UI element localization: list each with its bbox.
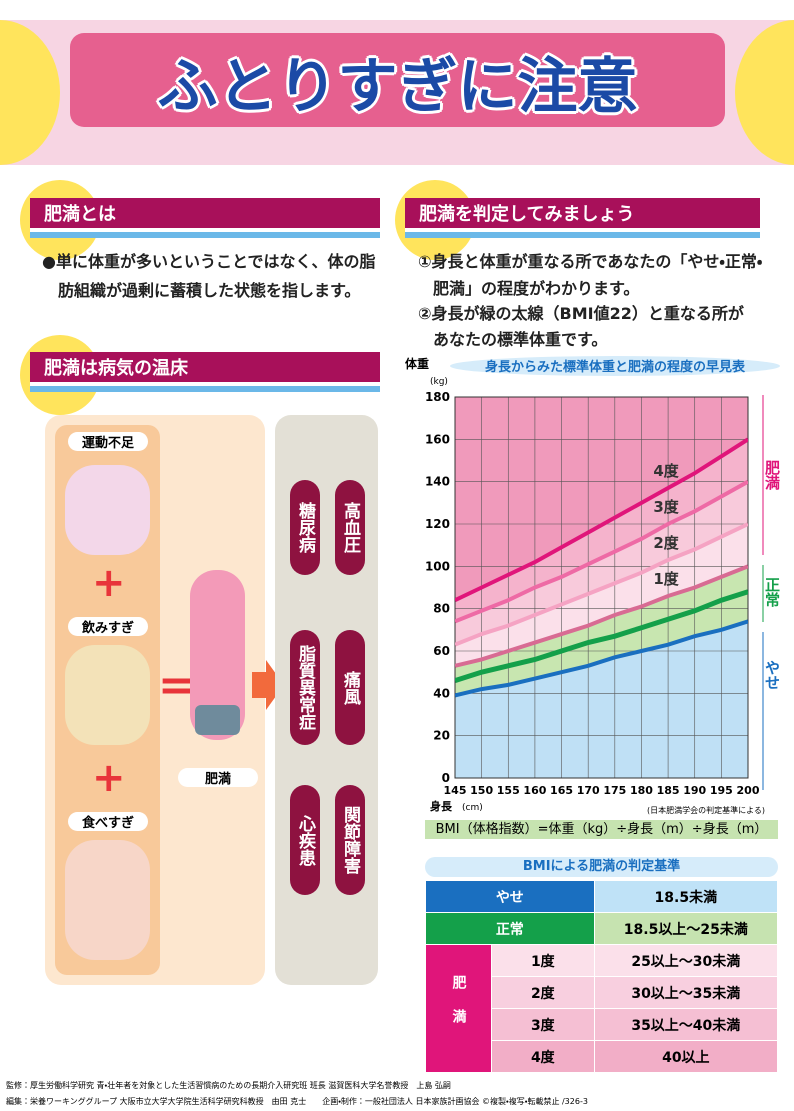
y-tick-label: 60 (433, 644, 450, 658)
text: ②身長が緑の太線（BMI値22）と重なる所が (418, 304, 744, 323)
y-unit: (kg) (430, 377, 448, 387)
text: 肪組織が過剰に蓄積した状態を指します。 (58, 281, 361, 300)
note: (日本肥満学会の判定基準による) (647, 805, 765, 815)
zone-label: 肥満 (763, 460, 781, 490)
disease: 痛風 (335, 630, 365, 745)
cause-label: 食べすぎ (68, 812, 148, 831)
bmi-line (455, 437, 748, 603)
zone (455, 397, 748, 601)
x-tick-label: 180 (630, 784, 653, 797)
x-tick-label: 145 (444, 784, 467, 797)
y-tick-label: 180 (425, 390, 450, 404)
x-tick-label: 170 (577, 784, 600, 797)
x-tick-label: 175 (603, 784, 626, 797)
section-heading: 肥満は病気の温床 (30, 352, 380, 386)
footer: 編集：栄養ワーキンググループ 大阪市立大学大学院生活科学研究科教授 由田 克士 … (6, 1097, 588, 1106)
cell: 正常 (425, 912, 595, 945)
title: ふとりすぎに注意 (157, 52, 638, 122)
cause-label: 運動不足 (68, 432, 148, 451)
y-tick-label: 160 (425, 432, 450, 446)
zone-label: やせ (763, 660, 781, 690)
y-tick-label: 100 (425, 559, 450, 573)
result-label: 肥満 (178, 768, 258, 787)
grade-label: 2度 (653, 534, 678, 552)
grade-label: 4度 (653, 462, 678, 480)
illustration (65, 465, 150, 555)
x-tick-label: 185 (657, 784, 680, 797)
plus: + (92, 755, 126, 801)
cell: 40以上 (593, 1040, 779, 1073)
scale (195, 705, 240, 735)
disease: 脂質異常症 (290, 630, 320, 745)
cell: 35以上～40未満 (593, 1008, 779, 1041)
disease: 心疾患 (290, 785, 320, 895)
y-tick-label: 20 (433, 729, 450, 743)
criteria-table: やせ 18.5未満 正常 18.5以上～25未満 肥満 1度 25以上～30未満 2度 3… (425, 880, 779, 1073)
y-tick-label: 40 (433, 686, 450, 700)
arrow (252, 660, 284, 710)
cell: 18.5以上～25未満 (593, 912, 779, 945)
x-tick-label: 150 (470, 784, 493, 797)
bmi-line (455, 564, 748, 668)
disease: 関節障害 (335, 785, 365, 895)
text: あなたの標準体重です。 (433, 330, 608, 349)
formula: BMI（体格指数）=体重（kg）÷身長（m）÷身長（m） (425, 820, 778, 839)
text: ①身長と体重が重なる所であなたの「やせ・正常・ (418, 252, 763, 271)
y-tick-label: 80 (433, 602, 450, 616)
y-label: 体重 (405, 356, 429, 371)
cell: 18.5未満 (593, 880, 779, 913)
cell: 25以上～30未満 (593, 944, 779, 977)
grade-label: 1度 (653, 570, 678, 588)
footer: 監修：厚生労働科学研究 青・壮年者を対象とした生活習慣病のための長期介入研究班 … (6, 1081, 451, 1090)
cell: 4度 (491, 1040, 595, 1073)
x-tick-label: 155 (497, 784, 520, 797)
plus: + (92, 560, 126, 606)
plot-frame (454, 396, 749, 779)
title-box (70, 33, 725, 127)
zone (455, 621, 748, 778)
cell: 1度 (491, 944, 595, 977)
table-title: BMIによる肥満の判定基準 (425, 857, 778, 877)
x-tick-label: 190 (683, 784, 706, 797)
x-unit: (cm) (462, 803, 483, 813)
x-tick-label: 195 (710, 784, 733, 797)
cell: 30以上～35未満 (593, 976, 779, 1009)
section-heading: 肥満とは (30, 198, 380, 232)
section-heading: 肥満を判定してみましょう (405, 198, 760, 232)
illustration (65, 645, 150, 745)
bmi-line (455, 479, 748, 624)
title-bg (450, 356, 780, 376)
disease: 糖尿病 (290, 480, 320, 575)
grade-label: 3度 (653, 498, 678, 516)
x-tick-label: 160 (523, 784, 546, 797)
cell: やせ (425, 880, 595, 913)
bmi-line (455, 619, 748, 698)
x-tick-label: 200 (737, 784, 760, 797)
cell: 2度 (491, 976, 595, 1009)
y-tick-label: 120 (425, 517, 450, 531)
x-tick-label: 165 (550, 784, 573, 797)
y-tick-label: 0 (442, 771, 450, 785)
y-tick-label: 140 (425, 475, 450, 489)
x-label: 身長 (430, 799, 453, 813)
zone-label: 正常 (763, 577, 781, 607)
disease: 高血圧 (335, 480, 365, 575)
illustration (65, 840, 150, 960)
text: ●単に体重が多いということではなく、体の脂 (42, 252, 376, 271)
cause-label: 飲みすぎ (68, 617, 148, 636)
cell: 3度 (491, 1008, 595, 1041)
bmi-line (455, 522, 748, 647)
bmi-line (455, 589, 748, 684)
text: 肥満」の程度がわかります。 (433, 279, 640, 298)
chart: 身長からみた標準体重と肥満の程度の早見表 体重 (kg) 身長 (cm) (日本… (405, 356, 780, 815)
equals: = (158, 660, 195, 711)
chart-title: 身長からみた標準体重と肥満の程度の早見表 (485, 359, 746, 375)
cell: 肥満 (425, 944, 492, 1073)
